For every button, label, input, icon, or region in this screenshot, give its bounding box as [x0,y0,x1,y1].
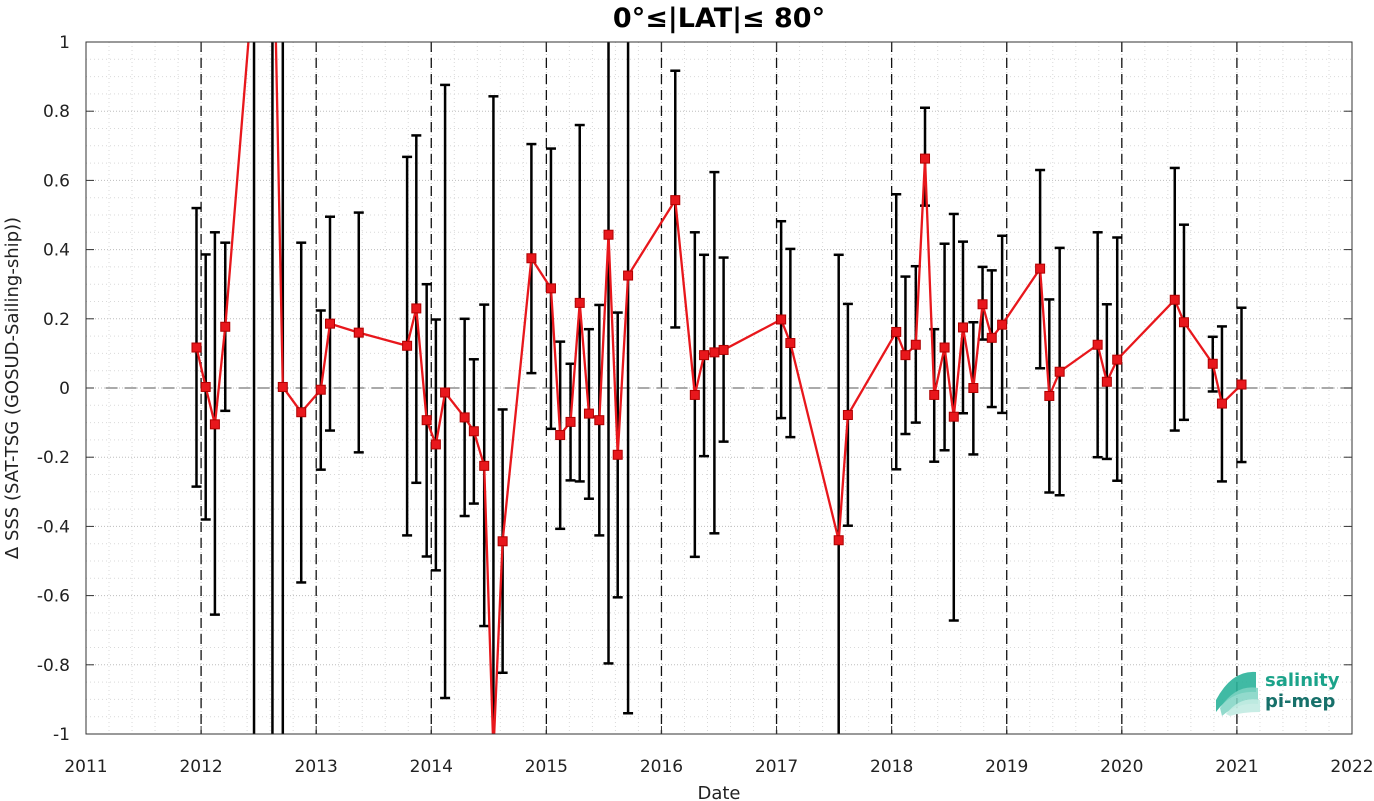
data-point-marker [440,387,451,398]
y-tick-label: 0 [59,379,70,399]
data-point-marker [939,342,950,353]
data-point-marker [1169,294,1180,305]
data-point-marker [689,389,700,400]
y-tick-label: -1 [53,725,70,745]
minor-grid [86,42,1352,734]
y-tick-label: 0.6 [43,171,70,191]
data-point-marker [191,342,202,353]
data-point-marker [430,439,441,450]
data-point-marker [583,408,594,419]
data-point-marker [1207,358,1218,369]
data-point-marker [411,303,422,314]
x-axis-label: Date [697,783,740,801]
data-point-marker [1035,263,1046,274]
series-line [195,42,1243,734]
y-tick-label: 1 [59,33,70,53]
data-point-marker [603,229,614,240]
salinity-pi-mep-logo: salinity pi-mep [1216,670,1340,716]
data-point-marker [459,412,470,423]
y-tick-label: 0.2 [43,310,70,330]
data-point-marker [986,332,997,343]
x-tick-label: 2014 [410,757,453,777]
data-point-marker [977,299,988,310]
data-point-marker [277,381,288,392]
data-point-marker [220,321,231,332]
data-point-marker [497,536,508,547]
data-point-marker [594,415,605,426]
x-tick-label: 2013 [295,757,338,777]
x-tick-label: 2018 [870,757,913,777]
data-point-marker [968,383,979,393]
x-tick-labels: 2011 2012 2013 2014 2015 2016 2017 2018 2019 2020… [64,757,1373,777]
data-point-marker [574,297,585,308]
data-point-marker [699,350,710,361]
y-tick-label: 0.4 [43,241,70,261]
y-tick-labels: 1 0.8 0.6 0.4 0.2 0 -0.2 -0.4 -0.6 -0.8 -1 [37,33,70,745]
data-point-marker [833,535,844,546]
data-point-marker [709,347,720,358]
x-tick-label: 2016 [640,757,683,777]
data-point-marker [402,340,413,351]
data-point-marker [842,409,853,420]
data-point-marker [468,426,479,437]
data-point-marker [479,460,490,471]
x-tick-label: 2017 [755,757,798,777]
data-point-marker [1178,317,1189,328]
x-tick-label: 2015 [525,757,568,777]
data-point-marker [1054,366,1065,377]
data-point-marker [209,419,220,430]
data-point-marker [997,319,1008,330]
x-tick-label: 2019 [985,757,1028,777]
data-point-marker [900,350,911,361]
data-point-marker [957,322,968,333]
data-point-marker [324,318,335,329]
data-point-marker [296,407,307,418]
data-point-marker [718,344,729,355]
x-tick-label: 2021 [1215,757,1258,777]
data-point-marker [421,415,432,426]
x-tick-label: 2012 [179,757,222,777]
data-point-marker [891,326,902,337]
data-point-marker [910,339,921,350]
data-point-marker [948,411,959,422]
data-point-marker [200,381,211,392]
data-markers [191,153,1247,547]
x-tick-label: 2022 [1330,757,1373,777]
y-tick-label: -0.4 [37,517,70,537]
data-point-marker [1112,354,1123,365]
x-tick-label: 2020 [1100,757,1143,777]
logo-text-salinity: salinity [1265,670,1340,691]
data-point-marker [623,270,634,281]
y-tick-label: -0.2 [37,448,70,468]
data-point-marker [1216,398,1227,409]
y-tick-label: -0.8 [37,656,70,676]
chart-title: 0°≤|LAT|≤ 80° [613,3,825,34]
data-point-marker [315,384,326,395]
data-point-marker [353,327,364,338]
data-point-marker [1236,379,1247,390]
data-point-marker [1044,390,1055,401]
data-point-marker [670,195,681,206]
y-tick-label: 0.8 [43,102,70,122]
logo-wave-icon [1216,671,1260,716]
y-tick-label: -0.6 [37,587,70,607]
data-point-marker [1101,376,1112,387]
data-point-marker [565,416,576,427]
data-point-marker [929,389,940,400]
data-point-marker [545,283,556,294]
data-point-marker [785,338,796,349]
x-tick-label: 2011 [64,757,107,777]
tick-marks [85,41,1353,735]
data-point-marker [612,449,623,460]
data-point-marker [555,430,566,441]
data-point-marker [776,314,787,325]
logo-text-pi-mep: pi-mep [1265,691,1335,712]
y-axis-label: Δ SSS (SAT-TSG (GOSUD-Sailing-ship)) [2,217,23,559]
data-point-marker [526,253,537,264]
data-point-marker [1092,339,1103,350]
data-point-marker [920,153,931,164]
